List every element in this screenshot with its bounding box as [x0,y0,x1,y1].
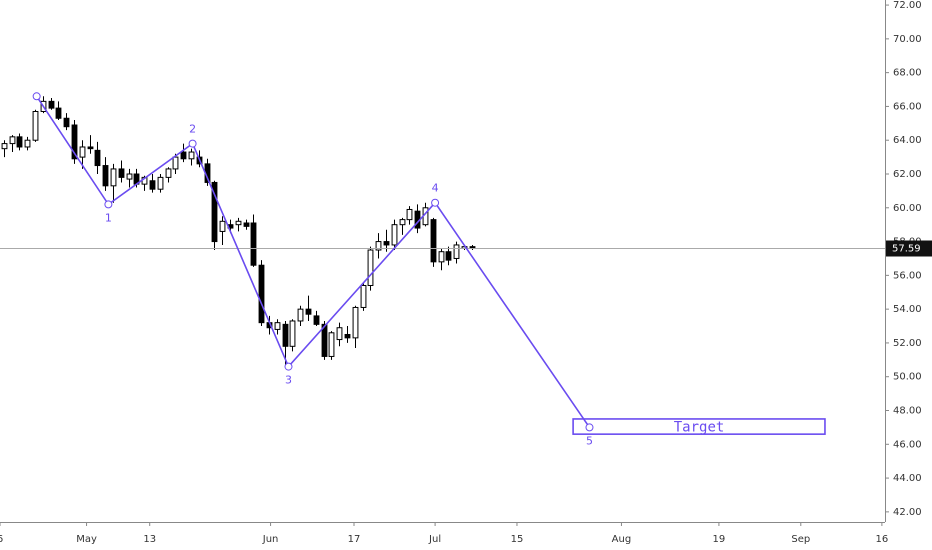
wave-label: 5 [586,434,593,447]
candle-body [453,244,460,259]
y-tick-label: 60.00 [893,203,922,214]
candle-body [282,323,289,347]
candle-body [71,124,78,160]
candle-body [313,315,320,325]
y-tick-label: 56.00 [893,270,922,281]
wave-point [188,139,197,148]
wave-label: 2 [189,123,196,136]
candle-body [87,146,94,150]
candle-body [157,176,164,190]
wave-label: 3 [285,374,292,387]
candle-body [48,100,55,109]
x-tick-label: 13 [143,534,156,545]
wave-label: 1 [105,211,112,224]
candle-body [172,156,179,170]
candle-body [328,332,335,357]
candle-body [289,320,296,347]
candle-body [219,220,226,232]
x-tick-label: 19 [713,534,726,545]
candle-body [32,110,39,141]
candle-body [438,251,445,263]
y-tick-label: 54.00 [893,304,922,315]
candle-body [250,222,257,266]
y-tick-label: 62.00 [893,169,922,180]
wave-line [35,95,591,428]
target-label: Target [674,420,725,436]
candle-body [383,241,390,246]
wave-point [585,423,594,432]
last-price-label: 57.59 [892,243,921,254]
candle-body [149,180,156,190]
y-tick-label: 72.00 [893,0,922,11]
candle-body [305,308,312,315]
candle-body [243,222,250,227]
y-tick-label: 70.00 [893,34,922,45]
y-tick-label: 50.00 [893,372,922,383]
target-box [572,418,826,435]
y-tick-label: 64.00 [893,135,922,146]
candle-body [344,333,351,339]
candle-body [445,251,452,261]
candle-body [55,107,62,119]
candle-body [9,136,16,145]
x-tick-label: Jul [428,534,441,545]
candle-body [102,165,109,187]
candle-body [110,168,117,187]
candle-body [399,219,406,226]
candle-body [188,151,195,160]
candle-body [211,181,218,243]
x-tick-label: May [76,534,97,545]
candle-body [430,219,437,263]
y-tick-label: 44.00 [893,473,922,484]
candle-body [360,284,367,308]
wave-label: 4 [432,182,439,195]
candle-body [79,146,86,158]
candle-body [258,264,265,324]
candle-body [126,173,133,180]
x-tick-label: Jun [262,534,279,545]
y-tick-label: 52.00 [893,338,922,349]
candle-body [118,168,125,178]
candle-body [16,136,23,148]
wave-point [104,200,113,209]
candle-body [336,327,343,341]
y-tick-label: 46.00 [893,439,922,450]
wave-point [431,198,440,207]
x-tick-label: 16 [876,534,889,545]
candle-body [367,249,374,286]
candle-body [235,220,242,226]
candle-body [165,168,172,178]
candle-body [274,322,281,330]
candle-body [375,241,382,251]
candle-body [391,224,398,246]
wave-point [32,92,41,101]
candle-body [321,323,328,357]
wave-point [284,362,293,371]
y-tick-label: 68.00 [893,68,922,79]
x-tick-label: 6 [0,534,3,545]
last-price-box [886,240,932,257]
candle-body [352,306,359,339]
x-tick-label: 17 [348,534,361,545]
candle-body [180,151,187,160]
y-tick-label: 66.00 [893,101,922,112]
candle-body [406,208,413,221]
candle-body [1,143,8,150]
candle-body [24,139,31,148]
x-tick-label: 15 [511,534,524,545]
y-tick-label: 42.00 [893,507,922,518]
candle-body [63,117,70,128]
candle-body [297,308,304,322]
y-tick-label: 48.00 [893,406,922,417]
x-tick-label: Sep [791,534,810,545]
candle-body [94,149,101,167]
x-tick-label: Aug [612,534,632,545]
